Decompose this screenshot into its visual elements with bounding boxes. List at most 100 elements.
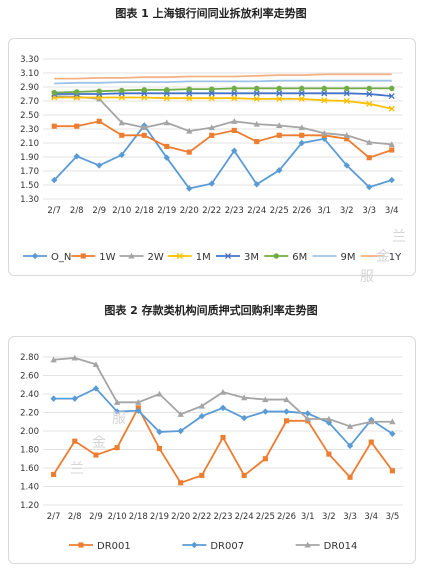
data-point (119, 87, 125, 94)
data-point (366, 139, 373, 145)
data-point (93, 452, 99, 458)
x-tick-label: 3/1 (317, 206, 331, 216)
legend-marker (128, 252, 135, 259)
legend-label: DR001 (97, 541, 131, 552)
legend-marker (273, 253, 279, 259)
data-point (298, 124, 305, 131)
data-point (119, 132, 125, 138)
data-point (276, 132, 282, 138)
data-point (366, 155, 372, 161)
data-point (276, 95, 283, 102)
legend-label: 2W (148, 252, 164, 263)
data-point (299, 132, 305, 138)
data-point (231, 85, 237, 92)
y-tick-label: 1.30 (20, 195, 39, 205)
y-tick-label: 2.90 (20, 83, 39, 93)
x-tick-label: 3/5 (386, 512, 400, 522)
data-point (231, 127, 237, 133)
data-point (389, 468, 395, 474)
series-line (54, 92, 392, 97)
data-point (209, 86, 215, 92)
y-tick-label: 1.70 (20, 167, 39, 177)
x-tick-label: 2/9 (92, 206, 106, 216)
data-point (276, 122, 283, 129)
x-tick-label: 2/20 (180, 206, 199, 216)
legend-item: 6M (264, 252, 307, 263)
data-point (343, 90, 350, 97)
x-tick-label: 2/22 (202, 206, 221, 216)
y-tick-label: 1.20 (20, 501, 39, 511)
data-point (92, 361, 100, 367)
data-point (113, 399, 121, 405)
chart2-title: 图表 2 存款类机构间质押式回购利率走势图 (104, 304, 318, 317)
x-tick-label: 2/20 (171, 512, 190, 522)
data-point (186, 95, 193, 102)
data-point (366, 100, 373, 107)
data-point (321, 85, 327, 92)
data-point (73, 153, 80, 160)
x-tick-label: 2/25 (256, 512, 275, 522)
data-point (92, 385, 100, 392)
data-point (208, 95, 215, 102)
watermark-char: 兰 (70, 461, 84, 477)
x-tick-label: 2/24 (235, 512, 254, 522)
data-point (240, 414, 248, 422)
data-point (366, 90, 373, 98)
series-line (54, 79, 392, 85)
data-point (368, 439, 374, 445)
series-1y (54, 73, 392, 80)
series-dr014 (50, 354, 396, 429)
data-point (135, 399, 142, 405)
data-point (321, 97, 328, 104)
watermark-char: 服 (360, 269, 374, 285)
data-point (156, 446, 163, 452)
data-point (220, 434, 226, 441)
legend-label: DR007 (210, 541, 244, 552)
y-tick-label: 1.90 (20, 153, 39, 163)
data-point (343, 162, 350, 169)
legend-marker (191, 541, 198, 549)
data-point (298, 95, 305, 102)
legend-label: 1M (196, 252, 211, 263)
data-point (388, 176, 395, 184)
data-point (299, 85, 305, 92)
y-tick-label: 2.70 (20, 97, 39, 107)
legend-item: DR001 (69, 541, 131, 552)
x-tick-label: 3/2 (322, 512, 336, 522)
data-point (276, 90, 283, 97)
data-point (186, 90, 193, 97)
series-6m (51, 85, 395, 96)
data-point (276, 85, 282, 92)
data-point (366, 183, 373, 191)
series-line (54, 96, 392, 110)
legend-marker (224, 252, 232, 260)
x-tick-label: 2/19 (157, 206, 176, 216)
legend-item: 1W (71, 252, 116, 263)
data-point (388, 93, 395, 100)
data-point (344, 136, 350, 142)
data-point (262, 396, 269, 403)
x-tick-label: 2/23 (213, 512, 232, 522)
data-point (253, 120, 260, 127)
data-point (321, 90, 328, 97)
legend-marker (176, 252, 183, 260)
x-tick-label: 3/3 (343, 512, 357, 522)
data-point (186, 185, 193, 192)
data-point (74, 123, 80, 129)
x-tick-label: 2/10 (112, 206, 131, 216)
data-point (156, 390, 163, 397)
legend-item: 1Y (360, 252, 402, 263)
data-point (178, 480, 184, 486)
data-point (198, 402, 206, 409)
data-point (276, 167, 283, 174)
data-point (368, 418, 375, 425)
data-point (326, 451, 332, 457)
y-tick-label: 2.50 (20, 111, 39, 121)
x-tick-label: 2/19 (150, 512, 169, 522)
data-point (389, 85, 395, 92)
x-tick-label: 2/18 (135, 206, 154, 216)
x-tick-label: 2/10 (108, 512, 127, 522)
y-tick-label: 2.40 (20, 390, 39, 400)
data-point (343, 97, 350, 105)
data-point (71, 354, 78, 361)
